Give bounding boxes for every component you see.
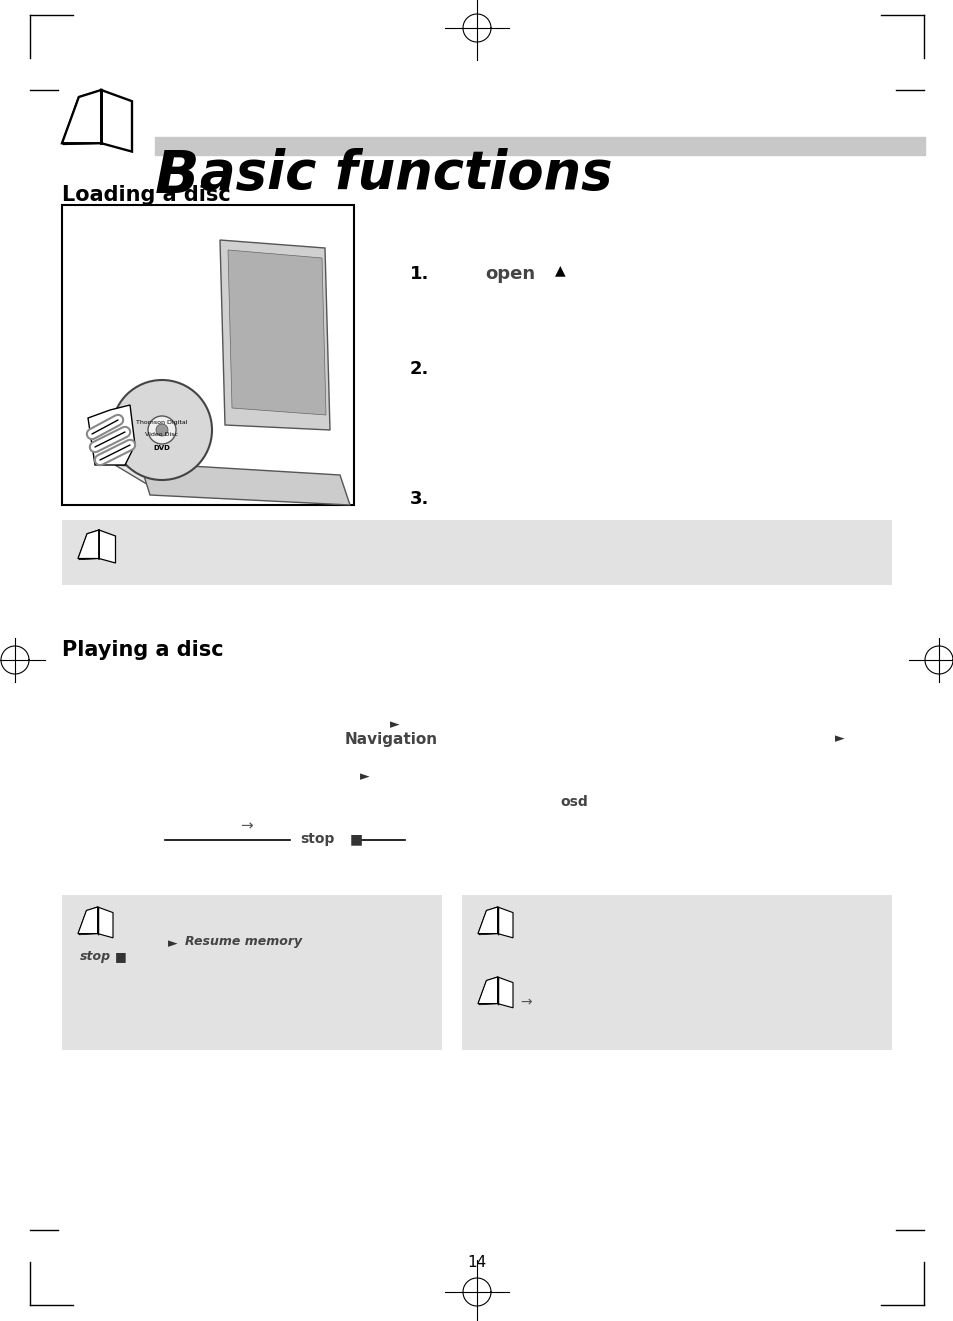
Text: ■: ■	[350, 832, 363, 845]
Polygon shape	[79, 908, 97, 935]
Text: Loading a disc: Loading a disc	[62, 185, 231, 205]
Text: ▲: ▲	[555, 263, 565, 277]
Polygon shape	[477, 978, 497, 1004]
Text: 3.: 3.	[410, 490, 429, 509]
Circle shape	[148, 416, 175, 444]
Text: asic functions: asic functions	[200, 148, 612, 199]
Text: 14: 14	[467, 1255, 486, 1269]
Polygon shape	[78, 530, 99, 559]
Polygon shape	[478, 908, 497, 935]
Polygon shape	[63, 90, 101, 144]
Text: ■: ■	[115, 950, 127, 963]
Polygon shape	[497, 978, 513, 1008]
Text: stop: stop	[299, 832, 334, 845]
Polygon shape	[101, 90, 132, 152]
Polygon shape	[78, 908, 97, 934]
Text: Navigation: Navigation	[345, 732, 437, 746]
Polygon shape	[78, 908, 97, 934]
Polygon shape	[477, 908, 497, 934]
Bar	[154, 137, 924, 155]
Polygon shape	[478, 978, 497, 1004]
Polygon shape	[62, 90, 101, 143]
Polygon shape	[78, 530, 99, 559]
Text: ►: ►	[835, 732, 844, 745]
Polygon shape	[478, 978, 497, 1005]
Polygon shape	[220, 240, 330, 431]
Text: ►: ►	[359, 770, 369, 783]
Text: Playing a disc: Playing a disc	[62, 639, 223, 660]
Polygon shape	[78, 530, 99, 559]
Text: ►: ►	[168, 937, 177, 950]
Text: Video Disc: Video Disc	[146, 432, 178, 437]
Text: ►: ►	[390, 719, 399, 731]
Text: →: →	[240, 818, 253, 834]
Text: Thomson Digital: Thomson Digital	[136, 420, 188, 425]
Text: 1.: 1.	[410, 266, 429, 283]
Text: open: open	[484, 266, 535, 283]
Text: 2.: 2.	[410, 361, 429, 378]
Polygon shape	[497, 908, 513, 938]
Text: osd: osd	[559, 795, 587, 808]
Text: DVD: DVD	[153, 445, 171, 450]
Polygon shape	[228, 250, 326, 415]
Polygon shape	[99, 530, 115, 563]
Polygon shape	[78, 908, 97, 934]
Text: Resume memory: Resume memory	[185, 935, 302, 948]
Text: B: B	[154, 148, 199, 205]
Circle shape	[112, 380, 212, 480]
Polygon shape	[477, 908, 497, 934]
Polygon shape	[115, 465, 339, 498]
Text: →: →	[519, 995, 531, 1009]
Polygon shape	[88, 406, 135, 465]
Polygon shape	[63, 90, 101, 144]
Bar	[62, 205, 354, 505]
Polygon shape	[478, 908, 497, 934]
Polygon shape	[62, 90, 101, 143]
Bar	[62, 520, 891, 585]
Bar	[62, 896, 441, 1050]
Circle shape	[156, 424, 168, 436]
Bar	[461, 896, 891, 1050]
Polygon shape	[140, 462, 350, 505]
Polygon shape	[477, 978, 497, 1004]
Polygon shape	[97, 908, 112, 938]
Text: stop: stop	[80, 950, 111, 963]
Polygon shape	[79, 530, 99, 560]
